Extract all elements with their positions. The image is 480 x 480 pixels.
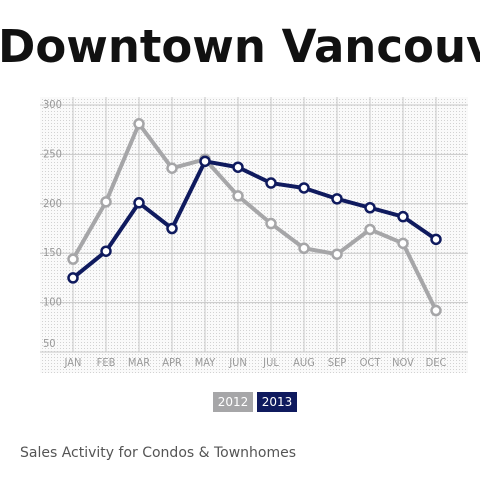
point [199,155,211,168]
chart-title: Downtown Vancouver [0,20,480,73]
x-tick-label: OCT [360,356,382,369]
y-tick-label: 250 [43,147,62,160]
x-tick-label: JUL [262,356,279,369]
point [67,272,79,284]
y-tick-label: 300 [43,98,62,111]
point [100,196,112,208]
point [100,245,112,257]
x-tick-label: AUG [293,356,315,369]
point [430,233,442,246]
x-tick-label: MAR [128,356,150,369]
point [166,222,178,235]
plot-background [40,97,468,373]
legend-label: 2012 [218,395,249,409]
point [298,242,310,255]
point [232,190,244,202]
legend-swatch [213,392,253,412]
point [397,210,409,223]
legend-item: 2013 [257,392,297,412]
point [364,202,376,214]
x-tick-label: SEP [328,356,347,369]
x-tick-label: MAY [195,356,216,369]
point [133,118,145,130]
x-tick-label: DEC [426,356,447,369]
y-tick-label: 100 [43,296,62,309]
point [331,193,343,205]
y-tick-label: 150 [43,246,62,259]
legend-swatch [257,392,297,412]
legend-label: 2013 [262,395,293,409]
point [331,248,343,260]
point [166,162,178,174]
x-tick-label: NOV [392,356,414,369]
legend-item: 2012 [213,392,253,412]
point [67,253,79,265]
y-tick-label: 50 [43,337,56,350]
point [265,217,277,230]
chart-subtitle: Sales Activity for Condos & Townhomes [20,445,296,461]
point [397,237,409,250]
x-tick-label: JAN [64,356,82,369]
point [133,197,145,209]
x-tick-label: JUN [228,356,247,369]
series-line [71,121,438,312]
point [265,177,277,189]
x-tick-label: FEB [97,356,116,369]
y-tick-label: 200 [43,197,62,210]
point [430,304,442,317]
point [298,182,310,194]
point [364,223,376,236]
point [232,161,244,173]
x-tick-label: APR [162,356,182,369]
